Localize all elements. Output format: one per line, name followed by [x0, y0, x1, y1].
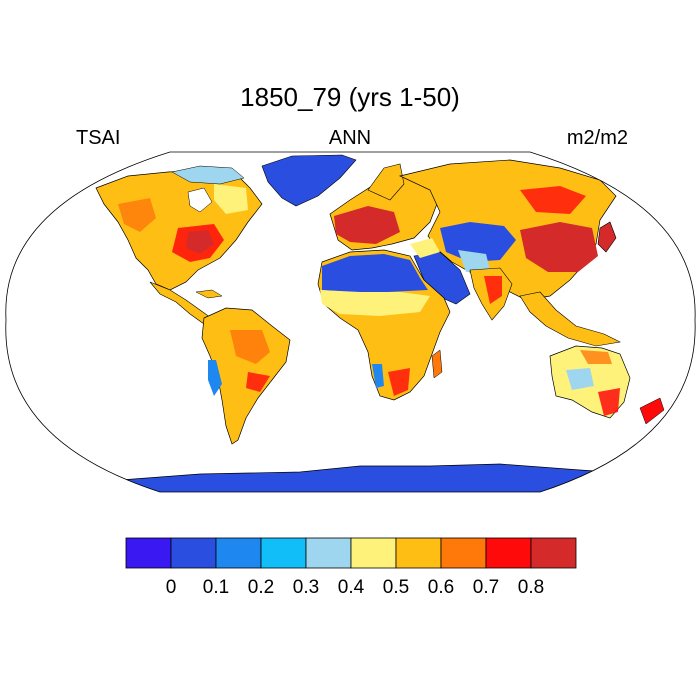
variable-label: TSAI [76, 127, 121, 149]
colorbar-swatch [530, 537, 577, 569]
japan [597, 221, 617, 253]
scandinavia [367, 163, 405, 201]
colorbar-tick-label: 0.8 [518, 577, 544, 598]
south-america-red [246, 372, 270, 392]
colorbar-tick-label: 0.2 [248, 577, 274, 598]
colorbar-tick-label: 0.6 [428, 577, 454, 598]
north-america-orange [118, 198, 156, 232]
north-america-darkred [186, 230, 214, 254]
australia-red [598, 388, 620, 416]
middle-east-yellow [410, 238, 440, 258]
map-title: 1850_79 (yrs 1-50) [240, 82, 460, 112]
antarctica [5, 463, 696, 492]
colorbar-swatch [125, 537, 172, 569]
globe-outline [5, 151, 696, 493]
india-red [484, 276, 502, 304]
colorbar-swatch [485, 537, 532, 569]
colorbar-swatch [170, 537, 217, 569]
new-zealand [639, 397, 665, 425]
hudson-bay [187, 187, 213, 213]
season-label: ANN [328, 127, 372, 149]
colorbar-swatch [350, 537, 397, 569]
asia-north-red [520, 186, 586, 214]
southeast-asia [519, 291, 621, 347]
colorbar-tick-label: 0.7 [473, 577, 499, 598]
south-america-orange [230, 330, 270, 364]
colorbar-tick-label: 0.4 [338, 577, 365, 598]
europe-darkred [334, 206, 400, 244]
sahara [322, 254, 428, 292]
colorbar-swatch [395, 537, 442, 569]
colorbar-tick-label: 0 [166, 577, 177, 598]
asia-lightblue [458, 250, 490, 272]
colorbar-tick-label: 0.5 [383, 577, 409, 598]
greenland [261, 154, 357, 207]
colorbar-swatch [260, 537, 307, 569]
colorbar-swatch [305, 537, 352, 569]
colorbar-swatch [440, 537, 487, 569]
australia-north-orange [580, 350, 612, 364]
africa-south-red [388, 368, 410, 396]
colorbar-tick-label: 0.1 [203, 577, 229, 598]
units-label: m2/m2 [566, 127, 628, 149]
colorbar-tick-label: 0.3 [293, 577, 319, 598]
arctic-islands [171, 165, 245, 185]
map-fill [5, 152, 696, 492]
caribbean [195, 289, 223, 299]
asia-darkred [520, 222, 598, 272]
madagascar [431, 349, 443, 379]
colorbar-swatch [215, 537, 262, 569]
sahel-yellow [320, 290, 430, 316]
north-america-yellow [214, 184, 248, 214]
africa-southwest-blue [372, 364, 384, 388]
australia-blue [566, 368, 594, 390]
south-america-blue [208, 360, 222, 396]
